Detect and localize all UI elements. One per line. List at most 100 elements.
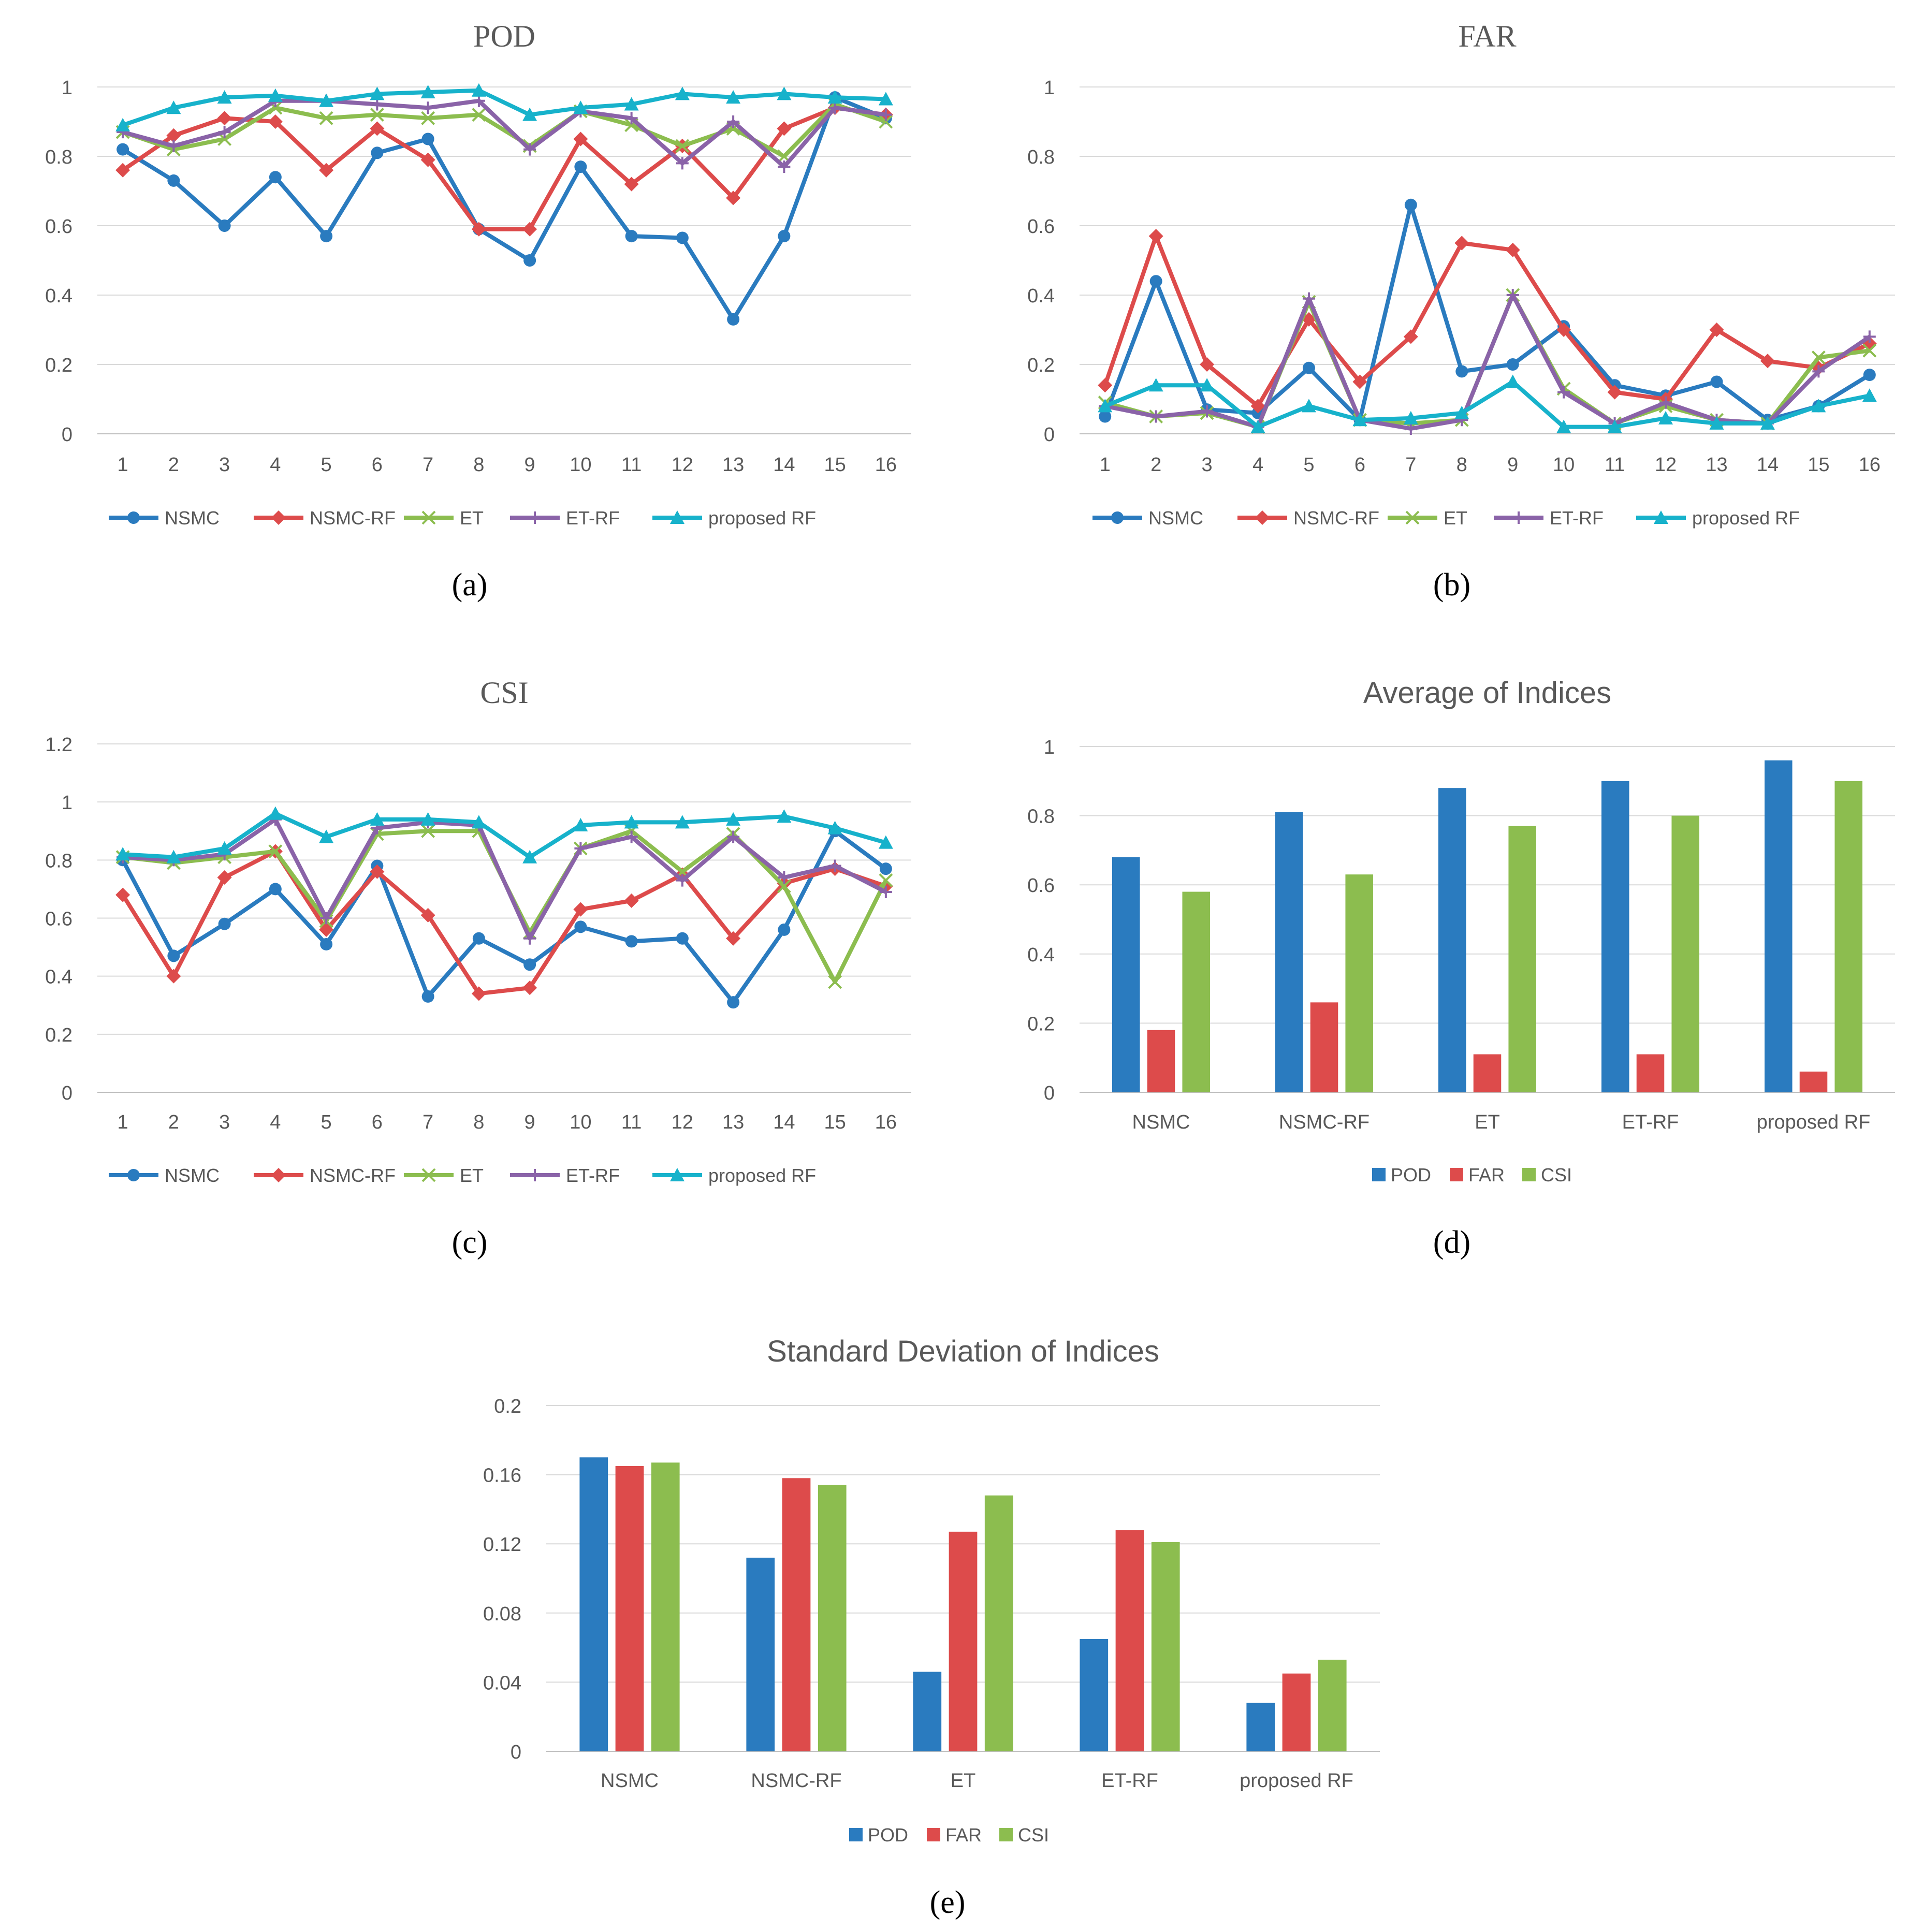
data-point [625, 935, 638, 948]
panel-label: (b) [1433, 567, 1470, 603]
x-tick-label: 12 [672, 1111, 693, 1133]
y-tick-label: 0.8 [45, 147, 72, 168]
data-point [625, 830, 638, 843]
data-point [1760, 416, 1775, 430]
data-point [879, 862, 892, 875]
bar-csi [1671, 815, 1699, 1092]
bar-pod [913, 1672, 942, 1751]
data-point [778, 871, 791, 884]
series-line-proposed-rf [122, 88, 886, 127]
bar-far [615, 1466, 644, 1751]
series-nsmc-rf [115, 100, 893, 237]
x-tick-label: 1 [118, 1111, 128, 1133]
data-point [727, 996, 740, 1009]
data-point [726, 931, 741, 946]
data-point [625, 230, 638, 243]
data-point [879, 114, 893, 129]
chart-title: CSI [480, 676, 528, 710]
y-tick-label: 0.6 [1027, 216, 1055, 238]
bar-pod [1765, 760, 1793, 1092]
data-point [420, 812, 435, 826]
data-point [1302, 292, 1315, 305]
legend: NSMC NSMC-RF ET ET-RF proposed RF [109, 1165, 816, 1186]
data-point [166, 128, 181, 143]
x-tick-label: 8 [1456, 454, 1467, 476]
data-point [1250, 419, 1265, 433]
data-point [879, 873, 893, 888]
data-point [778, 230, 791, 243]
data-point [166, 969, 181, 984]
legend-label-far: FAR [1468, 1164, 1505, 1185]
data-point [827, 90, 842, 104]
data-point [1149, 410, 1162, 423]
series-line-et-rf [122, 817, 887, 941]
x-tick-label: 11 [621, 1111, 642, 1133]
y-tick-label: 0 [1044, 1082, 1055, 1104]
x-tick-label: 9 [525, 1111, 535, 1133]
data-point [573, 131, 588, 147]
data-point [1658, 411, 1673, 425]
x-tick-label: proposed RF [1240, 1770, 1353, 1792]
data-point [1505, 242, 1520, 257]
series-line-nsmc-rf [1103, 234, 1871, 408]
data-point [268, 114, 283, 129]
legend-marker-et-rf [529, 1169, 541, 1181]
y-tick-label: 0.12 [483, 1534, 521, 1556]
data-point [370, 812, 385, 826]
chart-title: POD [473, 19, 535, 53]
data-point [828, 101, 841, 114]
data-point [1148, 378, 1163, 392]
x-tick-label: 1 [1100, 454, 1111, 476]
data-point [471, 83, 486, 97]
x-tick-label: 7 [1405, 454, 1416, 476]
x-tick-label: 12 [672, 454, 693, 476]
series-nsmc-rf [1098, 229, 1877, 414]
legend-label-nsmc-rf: NSMC-RF [310, 1165, 396, 1186]
series-line-et [122, 829, 888, 984]
x-tick-label: 16 [875, 454, 897, 476]
data-point [472, 94, 485, 107]
series-line-proposed-rf [1104, 379, 1870, 429]
data-point [777, 809, 792, 823]
data-point [726, 812, 741, 826]
x-tick-label: 4 [1252, 454, 1263, 476]
data-point [167, 139, 180, 152]
data-point [1505, 374, 1520, 388]
y-tick-label: 0 [1044, 424, 1055, 446]
y-tick-label: 1 [62, 792, 72, 814]
data-point [218, 917, 231, 930]
series-line-nsmc [1103, 202, 1871, 422]
data-point [1302, 361, 1315, 374]
legend-marker-proposed-rf [670, 1168, 684, 1181]
x-tick-label: 14 [1757, 454, 1779, 476]
legend-label-nsmc: NSMC [165, 507, 220, 529]
x-tick-label: 15 [824, 1111, 846, 1133]
data-point [268, 844, 283, 858]
data-point [1454, 405, 1469, 419]
y-tick-label: 0.4 [45, 285, 72, 307]
x-tick-label: 11 [621, 454, 642, 476]
x-tick-label: ET [951, 1770, 976, 1792]
data-point [676, 932, 689, 945]
legend-marker-proposed-rf [1654, 510, 1668, 524]
x-tick-label: 11 [1605, 454, 1625, 476]
bar-csi [1508, 826, 1536, 1092]
series-proposed-rf [115, 806, 893, 863]
data-point [1403, 411, 1418, 425]
data-point [1454, 236, 1469, 251]
data-point [268, 88, 283, 102]
data-point [675, 815, 690, 829]
bar-far [1147, 1030, 1175, 1092]
x-tick-label: 13 [1706, 454, 1727, 476]
legend-label-et-rf: ET-RF [1550, 507, 1604, 529]
series-line-nsmc [122, 95, 887, 321]
series-nsmc-rf [115, 844, 893, 1001]
data-point [319, 111, 333, 125]
data-point [1352, 413, 1367, 427]
y-tick-label: 0.8 [1027, 806, 1055, 828]
data-point [472, 932, 485, 945]
data-point [1607, 385, 1622, 400]
data-point [777, 879, 791, 894]
